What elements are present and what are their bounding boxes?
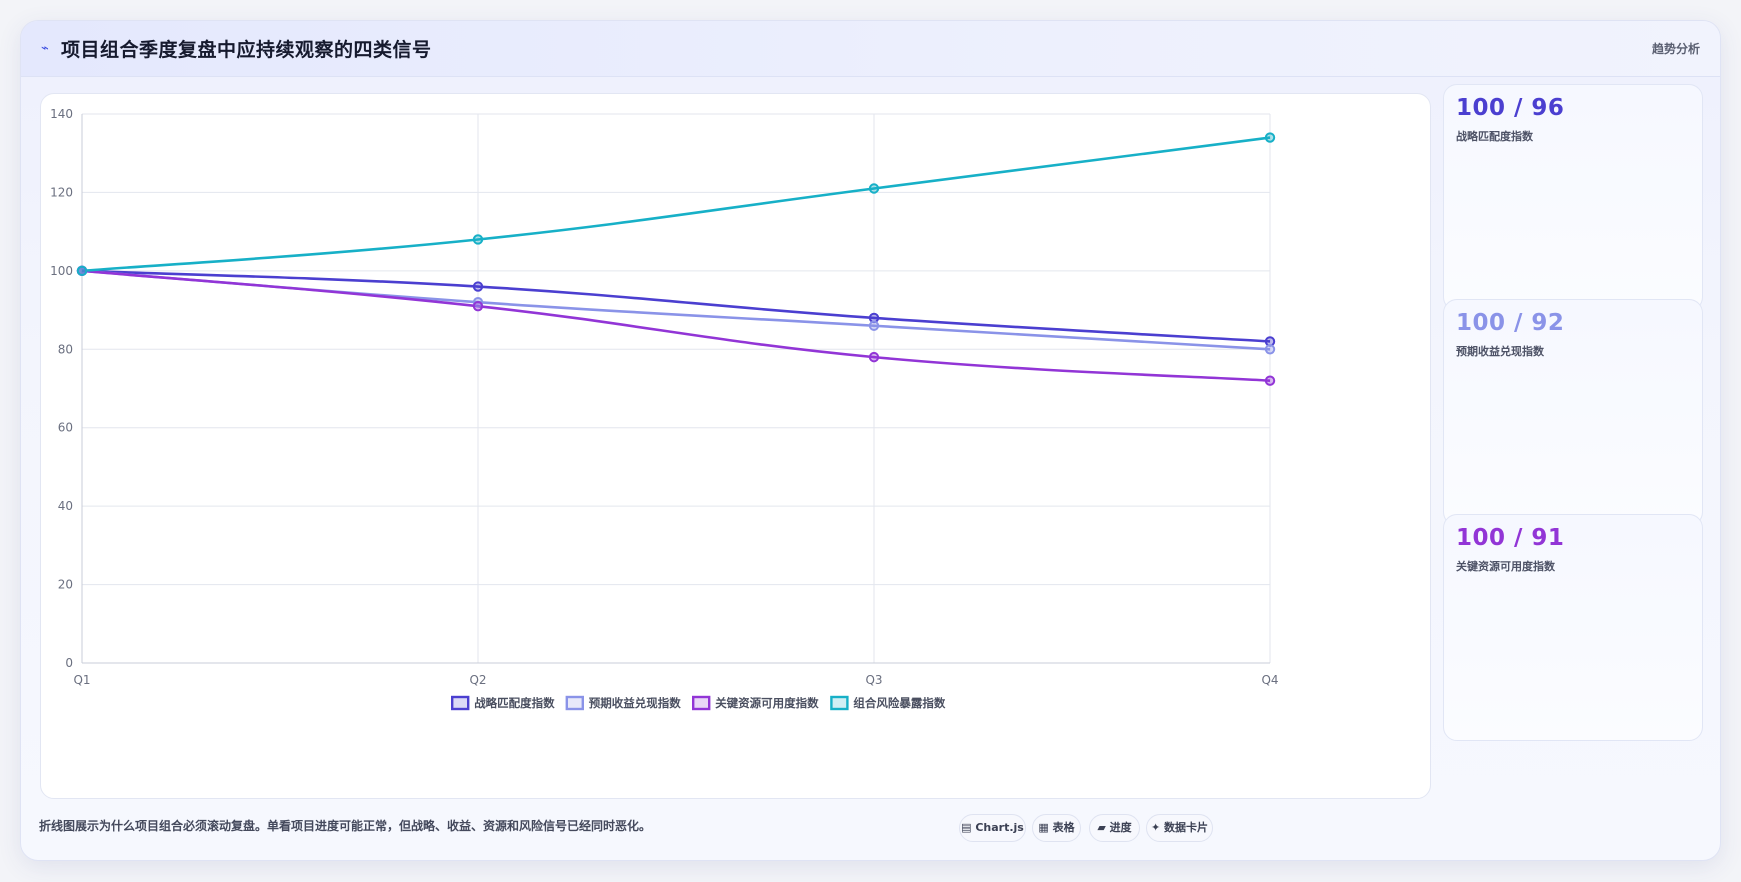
kpi-card-strategy: 100 / 96 战略匹配度指数 (1443, 84, 1703, 311)
card-title: 项目组合季度复盘中应持续观察的四类信号 (61, 39, 432, 61)
data-point-s1 (472, 281, 484, 292)
chip-chartjs[interactable]: ▤ Chart.js (959, 814, 1026, 842)
y-tick-label: 0 (65, 656, 73, 670)
y-tick-label: 140 (50, 107, 73, 121)
series-line-4 (81, 136, 1271, 273)
x-tick-label: Q1 (73, 673, 90, 687)
y-tick-label: 20 (58, 578, 73, 592)
data-point-s3 (1264, 375, 1276, 386)
kpi-card-resources: 100 / 91 关键资源可用度指数 (1443, 514, 1703, 741)
legend-label: 预期收益兑现指数 (589, 696, 681, 710)
kpi-label: 战略匹配度指数 (1456, 130, 1533, 143)
chip-progress[interactable]: ▰ 进度 (1089, 814, 1140, 842)
legend-swatch-4 (830, 695, 849, 711)
data-point-s4 (868, 183, 880, 194)
legend-swatch-1 (451, 695, 470, 711)
data-point-s3 (868, 351, 880, 363)
kpi-value: 100 / 96 (1456, 95, 1565, 121)
x-tick-label: Q2 (469, 673, 486, 687)
legend-label: 关键资源可用度指数 (715, 696, 819, 710)
y-tick-label: 120 (50, 185, 73, 199)
legend-label: 组合风险暴露指数 (853, 696, 945, 710)
trend-line-icon: ⌁ (41, 41, 49, 56)
legend-swatch-3 (692, 695, 711, 711)
chip-table[interactable]: ▦ 表格 (1032, 814, 1081, 842)
y-tick-label: 60 (58, 421, 73, 435)
series-line-1 (81, 269, 1271, 343)
data-point-s4 (76, 265, 88, 277)
chip-data-card[interactable]: ✦ 数据卡片 (1146, 814, 1213, 842)
kpi-label: 预期收益兑现指数 (1456, 345, 1544, 358)
kpi-value: 100 / 92 (1456, 310, 1565, 336)
data-point-s4 (472, 234, 484, 245)
kpi-label: 关键资源可用度指数 (1456, 560, 1555, 573)
card-header: ⌁ 项目组合季度复盘中应持续观察的四类信号 趋势分析 (21, 21, 1720, 77)
y-tick-label: 80 (58, 342, 73, 356)
series-line-2 (81, 269, 1271, 351)
x-tick-label: Q3 (865, 673, 882, 687)
line-chart: 0 20 40 60 80 100 120 140 Q1 Q2 Q3 Q4 战略匹配度指数 预期收益兑现指… (50, 107, 1279, 711)
legend-swatch-2 (565, 695, 584, 711)
y-tick-label: 40 (58, 499, 73, 513)
kpi-card-revenue: 100 / 92 预期收益兑现指数 (1443, 299, 1703, 526)
data-point-s3 (472, 300, 484, 312)
data-point-s2 (1264, 344, 1276, 355)
legend-label: 战略匹配度指数 (474, 696, 555, 710)
data-point-s2 (868, 320, 880, 331)
chart-footnote: 折线图展示为什么项目组合必须滚动复盘。单看项目进度可能正常，但战略、收益、资源和… (39, 819, 652, 833)
series-line-3 (81, 269, 1271, 382)
y-tick-label: 100 (50, 264, 73, 278)
dashboard-card: ⌁ 项目组合季度复盘中应持续观察的四类信号 趋势分析 0 20 40 60 80 100 1… (20, 20, 1721, 861)
x-tick-label: Q4 (1261, 673, 1278, 687)
trend-analysis-tag[interactable]: 趋势分析 (1651, 42, 1700, 56)
line-chart-panel: 0 20 40 60 80 100 120 140 Q1 Q2 Q3 Q4 战略匹配度指数 预期收益兑现指… (40, 93, 1431, 799)
data-point-s4 (1264, 132, 1276, 143)
kpi-value: 100 / 91 (1456, 525, 1565, 551)
